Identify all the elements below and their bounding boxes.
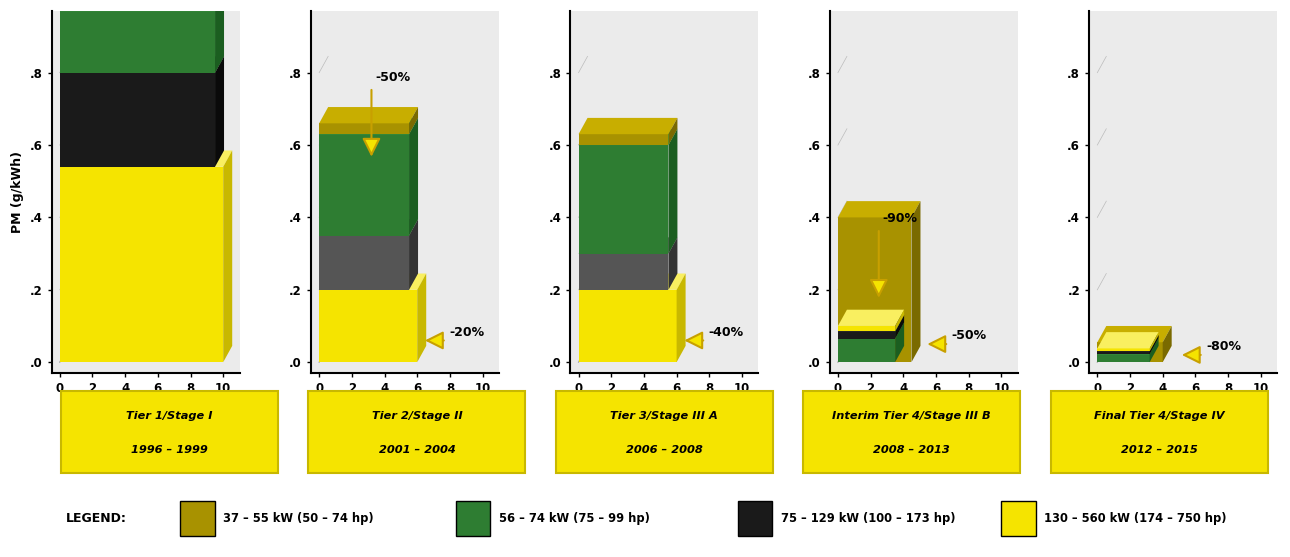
Text: 56 – 74 kW (75 – 99 hp): 56 – 74 kW (75 – 99 hp) [499, 512, 650, 525]
Bar [319, 134, 409, 236]
Polygon shape [223, 150, 232, 362]
Bar [1098, 351, 1149, 354]
Polygon shape [215, 0, 224, 11]
Polygon shape [417, 273, 426, 362]
Polygon shape [319, 107, 418, 123]
Bar [838, 331, 895, 339]
Bar [181, 501, 214, 536]
Bar [578, 253, 668, 290]
Y-axis label: PM (g/kWh): PM (g/kWh) [12, 151, 25, 233]
Text: -50%: -50% [952, 329, 987, 342]
Text: -40%: -40% [708, 326, 743, 339]
Bar [59, 72, 215, 167]
Polygon shape [1098, 332, 1158, 349]
Polygon shape [1149, 335, 1158, 354]
Text: -80%: -80% [1206, 340, 1241, 353]
Bar [1098, 342, 1162, 362]
Polygon shape [1098, 338, 1158, 354]
Bar [59, 167, 223, 362]
Polygon shape [895, 323, 904, 362]
Text: Tier 1/Stage I: Tier 1/Stage I [126, 411, 213, 421]
Polygon shape [668, 118, 677, 145]
Polygon shape [319, 219, 418, 236]
Polygon shape [1098, 335, 1158, 351]
Text: Final Tier 4/Stage IV: Final Tier 4/Stage IV [1094, 411, 1224, 421]
Text: 2008 – 2013: 2008 – 2013 [873, 445, 951, 455]
Text: Interim Tier 4/Stage III B: Interim Tier 4/Stage III B [832, 411, 991, 421]
Text: 2012 – 2015: 2012 – 2015 [1121, 445, 1197, 455]
Bar [838, 339, 895, 362]
Polygon shape [1149, 332, 1158, 351]
Polygon shape [215, 0, 224, 72]
Polygon shape [319, 118, 418, 134]
Text: 75 – 129 kW (100 – 173 hp): 75 – 129 kW (100 – 173 hp) [780, 512, 956, 525]
Polygon shape [668, 237, 677, 290]
Polygon shape [578, 273, 685, 290]
Text: 2006 – 2008: 2006 – 2008 [626, 445, 703, 455]
Polygon shape [1162, 326, 1171, 362]
Text: Tier 2/Stage II: Tier 2/Stage II [372, 411, 462, 421]
Polygon shape [912, 201, 921, 362]
Text: Tier 3/Stage III A: Tier 3/Stage III A [610, 411, 719, 421]
Polygon shape [838, 201, 921, 217]
Polygon shape [59, 56, 224, 72]
FancyBboxPatch shape [556, 391, 773, 472]
Polygon shape [1098, 326, 1171, 342]
Polygon shape [677, 273, 685, 362]
Polygon shape [1149, 338, 1158, 362]
Polygon shape [838, 323, 904, 339]
Bar [838, 217, 912, 362]
X-axis label: NOx (g/kWh): NOx (g/kWh) [106, 399, 186, 409]
FancyBboxPatch shape [804, 391, 1020, 472]
Bar [578, 290, 677, 362]
FancyBboxPatch shape [1051, 391, 1268, 472]
Text: -90%: -90% [882, 212, 918, 224]
X-axis label: NOx (g/kWh): NOx (g/kWh) [1143, 399, 1223, 409]
Bar [59, 0, 215, 11]
Text: 1996 – 1999: 1996 – 1999 [132, 445, 208, 455]
Polygon shape [59, 150, 232, 167]
Bar [1098, 349, 1149, 351]
X-axis label: NOx + HC (g/kWh): NOx + HC (g/kWh) [608, 399, 721, 409]
Polygon shape [895, 315, 904, 339]
Polygon shape [215, 56, 224, 167]
Polygon shape [578, 118, 677, 134]
Bar [578, 134, 668, 145]
Polygon shape [319, 273, 426, 290]
X-axis label: NOx + HC (g/kWh): NOx + HC (g/kWh) [348, 399, 462, 409]
Bar [319, 290, 417, 362]
Polygon shape [409, 219, 418, 290]
Polygon shape [409, 107, 418, 134]
Text: 37 – 55 kW (50 – 74 hp): 37 – 55 kW (50 – 74 hp) [223, 512, 374, 525]
Bar [1001, 501, 1036, 536]
Bar [457, 501, 490, 536]
Polygon shape [895, 310, 904, 331]
Bar [319, 236, 409, 290]
FancyBboxPatch shape [61, 391, 277, 472]
Text: 130 – 560 kW (174 – 750 hp): 130 – 560 kW (174 – 750 hp) [1045, 512, 1227, 525]
Text: LEGEND:: LEGEND: [66, 512, 128, 525]
Polygon shape [59, 0, 224, 11]
Polygon shape [838, 315, 904, 331]
Bar [578, 145, 668, 253]
Polygon shape [838, 310, 904, 326]
FancyBboxPatch shape [308, 391, 525, 472]
Polygon shape [668, 129, 677, 253]
Polygon shape [578, 237, 677, 253]
Bar [838, 326, 895, 331]
X-axis label: NOx (g/kWh): NOx (g/kWh) [884, 399, 964, 409]
Bar [59, 11, 215, 72]
Bar [319, 123, 409, 134]
Bar [738, 501, 773, 536]
Polygon shape [409, 118, 418, 236]
Text: -20%: -20% [449, 326, 484, 339]
Text: -50%: -50% [375, 71, 410, 84]
Polygon shape [578, 129, 677, 145]
Text: 2001 – 2004: 2001 – 2004 [378, 445, 455, 455]
Bar [1098, 354, 1149, 362]
